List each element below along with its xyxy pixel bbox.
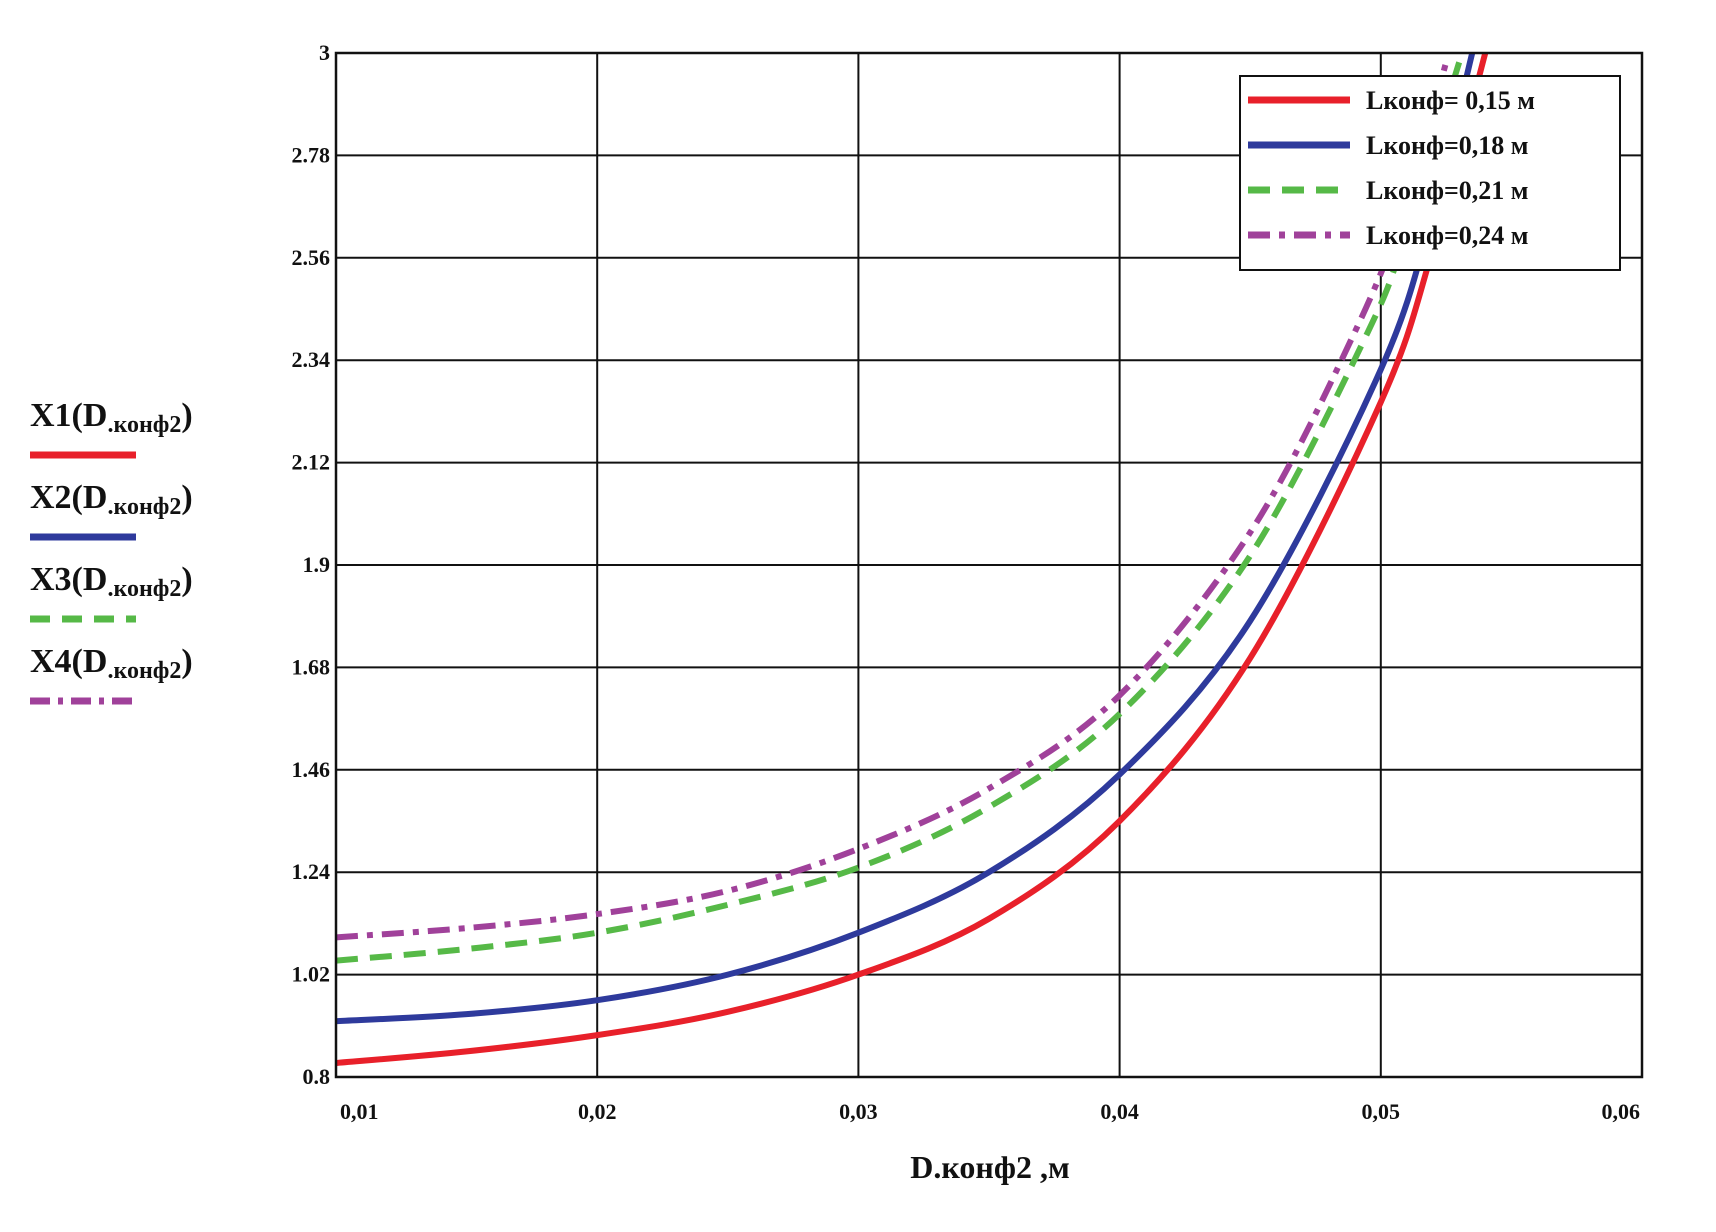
y-tick-label: 1.68 xyxy=(292,654,331,679)
y-tick-label: 2.34 xyxy=(292,347,331,372)
legend-label-4: Lконф=0,24 м xyxy=(1366,221,1528,250)
series-lines xyxy=(336,53,1489,1067)
y-tick-label: 2.78 xyxy=(292,142,331,167)
legend-label-1: Lконф= 0,15 м xyxy=(1366,86,1535,115)
legend: Lконф= 0,15 м Lконф=0,18 м Lконф=0,21 м Lко… xyxy=(1239,75,1621,271)
x-tick-label: 0,05 xyxy=(1362,1099,1401,1124)
series-line-1 xyxy=(336,53,1489,1067)
y-tick-label: 2.56 xyxy=(292,245,331,270)
x-tick-label: 0,02 xyxy=(578,1099,617,1124)
y-label-line-1: X1(D.конф2) xyxy=(30,397,193,438)
y-tick-label: 0.8 xyxy=(303,1064,331,1089)
y-axis-label: X1(D.конф2) X2(D.конф2) X3(D.конф2) X4(D… xyxy=(30,397,193,705)
plot-frame xyxy=(334,51,1644,1079)
y-label-line-2: X2(D.конф2) xyxy=(30,479,193,520)
x-tick-label: 0,03 xyxy=(839,1099,878,1124)
series-line-2 xyxy=(336,53,1476,1025)
legend-label-2: Lконф=0,18 м xyxy=(1366,131,1528,160)
x-tick-label: 0,04 xyxy=(1100,1099,1139,1124)
series-line-3 xyxy=(336,61,1463,964)
y-tick-label: 1.9 xyxy=(303,552,331,577)
y-tick-label: 1.24 xyxy=(292,859,331,884)
y-tick-label: 1.02 xyxy=(292,962,331,987)
series-line-4 xyxy=(336,61,1449,941)
x-tick-label: 0,06 xyxy=(1602,1099,1641,1124)
y-tick-labels: 0.8 1.02 1.24 1.46 1.68 1.9 2.12 2.34 2.56 2.78 3 xyxy=(292,40,331,1089)
x-tick-labels: 0,01 0,02 0,03 0,04 0,05 0,06 xyxy=(340,1099,1640,1124)
y-label-line-4: X4(D.конф2) xyxy=(30,643,193,684)
y-tick-label: 1.46 xyxy=(292,757,331,782)
y-tick-label: 3 xyxy=(319,40,330,65)
y-label-line-3: X3(D.конф2) xyxy=(30,561,193,602)
x-tick-label: 0,01 xyxy=(340,1099,379,1124)
legend-label-3: Lконф=0,21 м xyxy=(1366,176,1528,205)
y-tick-label: 2.12 xyxy=(292,450,331,475)
x-axis-label: D.конф2 ,м xyxy=(910,1149,1070,1185)
legend-items: Lконф= 0,15 м Lконф=0,18 м Lконф=0,21 м Lко… xyxy=(1248,86,1535,250)
